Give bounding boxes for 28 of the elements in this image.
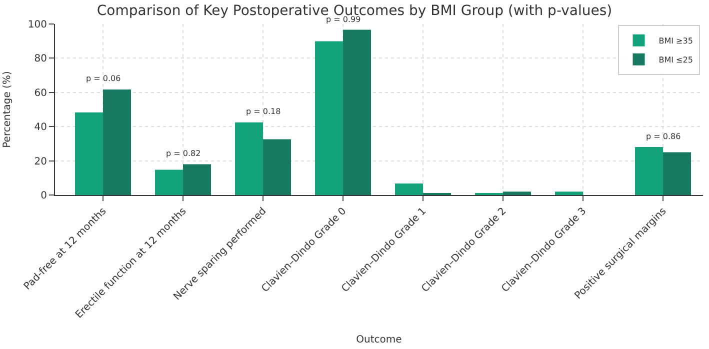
annotation: p = 0.82 [166,149,201,158]
annotation: p = 0.18 [246,107,281,116]
annotation: p = 0.86 [646,132,681,141]
bar [263,139,291,195]
bar [103,89,131,195]
x-axis-title: Outcome [356,334,402,346]
annotation: p = 0.06 [86,74,121,83]
y-tick-label: 100 [28,20,47,30]
legend-label: BMI ≤25 [658,55,693,64]
y-tick-label: 80 [34,54,47,65]
bar [503,192,531,195]
y-tick-label: 60 [34,88,47,99]
y-tick-label: 0 [40,190,47,202]
bar [343,30,371,195]
bar [155,170,183,195]
bar [663,152,691,195]
bar [635,146,663,195]
bar [183,164,211,195]
legend-label: BMI ≥35 [658,36,693,46]
bar [235,122,263,195]
bar [395,184,423,195]
bar [315,41,343,195]
y-tick-label: 20 [34,156,47,168]
bar [75,112,103,195]
annotation: p = 0.99 [326,15,361,24]
y-axis-title: Percentage (%) [2,71,13,148]
bar [555,192,583,195]
y-tick-label: 40 [34,122,47,134]
